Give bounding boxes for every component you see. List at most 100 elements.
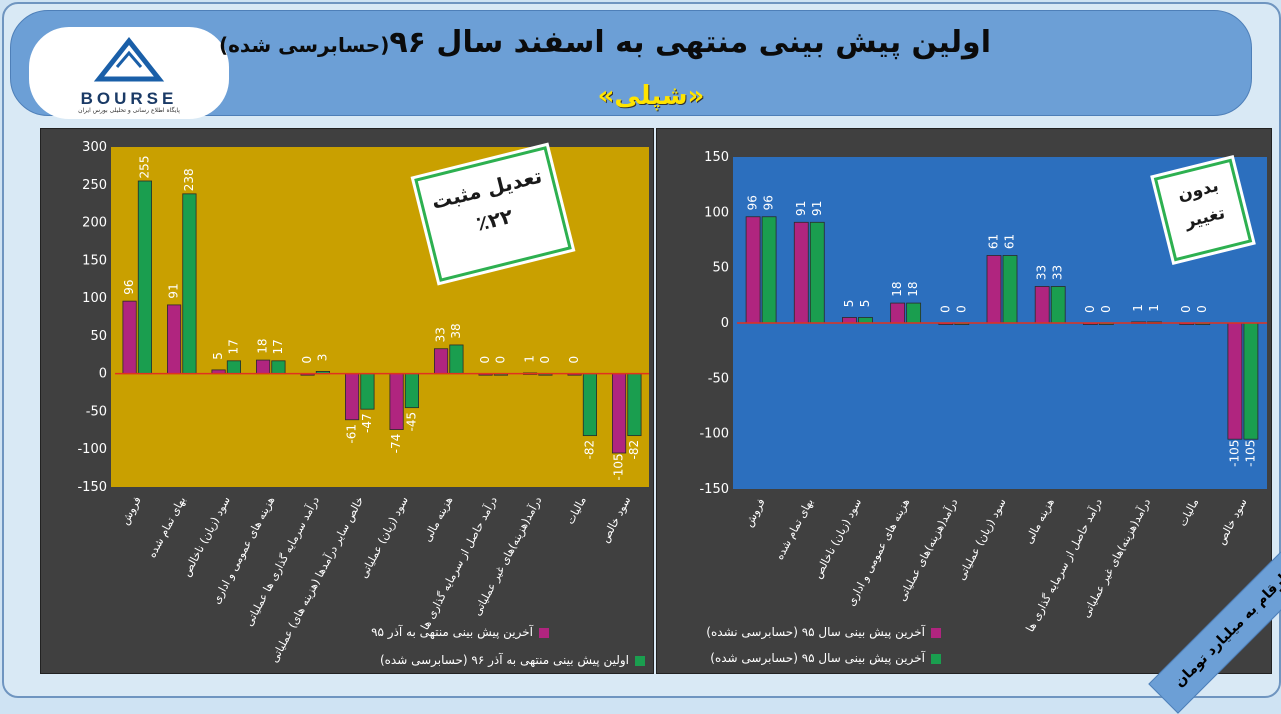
x-category-label: سود (زیان) عملیاتی (357, 494, 411, 580)
bar-series-2 (404, 373, 420, 409)
bar-series-1 (1034, 286, 1050, 324)
y-tick-label: -100 (77, 442, 107, 457)
data-label: 5 (842, 300, 856, 308)
x-category-label: بهای تمام شده (145, 494, 188, 560)
data-label: 33 (434, 327, 448, 342)
bar-series-2 (627, 373, 642, 437)
data-label: -105 (1227, 440, 1241, 467)
right-legend-1-label: آخرین پیش بینی سال ۹۵ (حسابرسی نشده) (706, 625, 925, 639)
y-tick-label: -50 (708, 371, 729, 386)
data-label: 0 (1099, 305, 1113, 313)
logo-mark-icon (93, 36, 165, 82)
right-chart-panel: 150 100 50 0 -50 -100 -150 96 91 5 18 0 61 33 0 1 0 -105 9… (656, 128, 1272, 674)
y-tick-label: 0 (99, 367, 107, 382)
data-label: 61 (987, 234, 1001, 249)
bar-series-1 (1227, 322, 1243, 440)
data-label: 91 (167, 283, 181, 298)
bar-series-1 (122, 300, 137, 375)
x-category-label: بهای تمام شده (773, 496, 816, 562)
bar-series-2 (809, 221, 825, 324)
page-title-main: اولین پیش بینی منتهی به اسفند سال ۹۶ (389, 25, 991, 60)
logo-wordmark: BOURSE (80, 89, 178, 108)
data-label: -105 (1243, 440, 1257, 467)
data-label: 0 (1195, 305, 1209, 313)
data-label: -82 (582, 440, 596, 460)
data-label: 18 (256, 338, 270, 353)
bar-series-2 (360, 373, 375, 410)
bar-series-1 (167, 304, 182, 375)
left-legend-2-label: اولین پیش بینی منتهی به آذر ۹۶ (حسابرسی … (379, 653, 629, 667)
data-label: 238 (182, 168, 196, 191)
data-label: 61 (1003, 234, 1017, 249)
y-tick-label: 150 (82, 253, 107, 268)
logo-tagline: پایگاه اطلاع رسانی و تحلیلی بورس ایران (78, 107, 180, 114)
bar-series-2 (1050, 286, 1066, 324)
y-tick-label: 50 (90, 329, 107, 344)
legend-green-swatch (635, 655, 645, 666)
y-tick-label: -50 (86, 404, 107, 419)
data-label: 18 (890, 281, 904, 296)
bar-series-2 (761, 216, 777, 324)
bar-series-2 (226, 360, 242, 375)
data-label: 0 (954, 305, 968, 313)
legend-green-swatch (931, 653, 941, 664)
data-label: 1 (1131, 304, 1145, 312)
data-label: 3 (315, 354, 329, 362)
bar-series-1 (842, 317, 857, 324)
data-label: 91 (794, 201, 808, 216)
bourse-logo: BOURSE پایگاه اطلاع رسانی و تحلیلی بورس … (29, 27, 229, 119)
bar-series-2 (1002, 255, 1018, 324)
bar-series-2 (906, 302, 922, 324)
bar-series-1 (255, 359, 271, 375)
data-label: 18 (906, 281, 920, 296)
x-category-label: سود (زیان) ناخالص (180, 494, 233, 578)
bar-series-2 (271, 360, 286, 375)
legend-magenta-swatch (931, 627, 941, 638)
x-category-label: مالیات (1176, 496, 1201, 528)
data-label: 0 (1083, 305, 1097, 313)
bar-series-2 (137, 180, 153, 375)
x-category-label: درآمد حاصل از سرمایه گذاری ها (417, 494, 499, 632)
data-label: 91 (810, 201, 824, 216)
header-banner: BOURSE پایگاه اطلاع رسانی و تحلیلی بورس … (10, 10, 1252, 119)
x-category-label: مالیات (564, 494, 589, 526)
data-label: 0 (493, 356, 507, 364)
data-label: 0 (938, 305, 952, 313)
data-label: 0 (567, 356, 581, 364)
y-tick-label: -100 (699, 427, 729, 442)
data-label: 1 (523, 355, 537, 363)
bar-series-1 (344, 373, 360, 421)
data-label: 96 (762, 195, 776, 210)
y-tick-label: 100 (704, 205, 729, 220)
data-label: 0 (300, 356, 314, 364)
left-chart-panel: 300 250 200 150 100 50 0 -50 -100 -150 96 91 5 18 0 -61… (40, 128, 654, 674)
right-legend-2: آخرین پیش بینی سال ۹۵ (حسابرسی شده) (710, 651, 941, 665)
bar-series-1 (389, 373, 404, 430)
data-label: -47 (360, 413, 374, 433)
x-category-label: سود (زیان) ناخالص (811, 496, 864, 580)
data-label: 33 (1035, 265, 1049, 280)
x-category-label: سود خالص (598, 494, 633, 544)
data-label: -61 (345, 424, 359, 444)
y-tick-label: 50 (712, 261, 729, 276)
right-legend-2-label: آخرین پیش بینی سال ۹۵ (حسابرسی شده) (710, 651, 925, 665)
data-label: 255 (137, 156, 151, 179)
company-name: «شپلی» (597, 81, 705, 111)
x-category-label: سود (زیان) عملیاتی (955, 496, 1009, 582)
bar-series-2 (582, 373, 598, 437)
y-tick-label: 200 (82, 216, 107, 231)
x-category-label: هزینه مالی (421, 494, 456, 544)
y-tick-label: 0 (721, 316, 729, 331)
data-label: 17 (271, 339, 285, 354)
left-legend-2: اولین پیش بینی منتهی به آذر ۹۶ (حسابرسی … (380, 653, 645, 667)
bar-series-2 (182, 193, 197, 375)
bar-series-1 (793, 221, 809, 324)
data-label: -74 (389, 434, 403, 454)
data-label: 96 (122, 279, 136, 294)
data-label: 5 (211, 352, 225, 360)
data-label: 1 (1147, 304, 1161, 312)
data-label: 0 (1179, 305, 1193, 313)
x-category-label: فروش (118, 494, 144, 527)
